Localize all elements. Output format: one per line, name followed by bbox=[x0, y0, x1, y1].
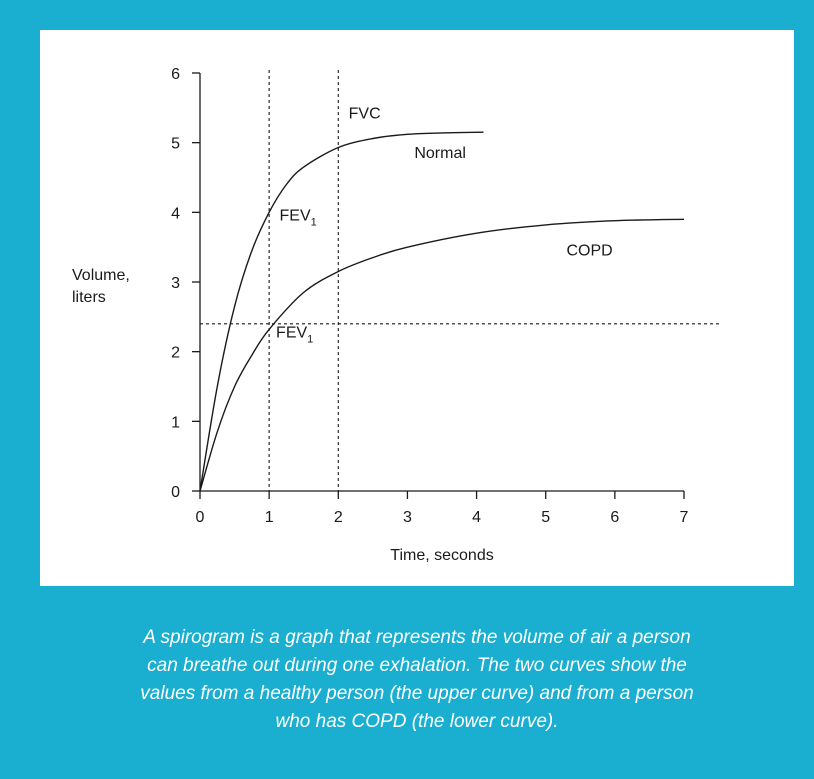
y-tick-label: 0 bbox=[171, 484, 180, 501]
y-tick-label: 2 bbox=[171, 345, 180, 362]
x-tick-label: 2 bbox=[334, 509, 343, 526]
x-tick-label: 5 bbox=[541, 509, 550, 526]
caption-line: can breathe out during one exhalation. T… bbox=[147, 655, 687, 676]
x-tick-label: 0 bbox=[196, 509, 205, 526]
chart-panel: 0 1 2 3 4 5 6 0 1 2 3 4 5 6 7 Time, seconds Volume, liter… bbox=[40, 30, 794, 586]
caption-line: A spirogram is a graph that represents t… bbox=[143, 627, 691, 648]
x-tick-label: 1 bbox=[265, 509, 274, 526]
annotation-copd: COPD bbox=[566, 243, 612, 260]
figure-caption: A spirogram is a graph that represents t… bbox=[40, 624, 794, 736]
x-tick-label: 7 bbox=[680, 509, 689, 526]
annotation-fev1: FEV1 bbox=[280, 208, 317, 229]
series-line-normal bbox=[199, 131, 484, 492]
x-tick-label: 6 bbox=[610, 509, 619, 526]
series-line-copd bbox=[199, 218, 685, 492]
y-tick-label: 3 bbox=[171, 275, 180, 292]
y-tick-label: 4 bbox=[171, 205, 180, 222]
y-tick-label: 5 bbox=[171, 136, 180, 153]
annotation-fvc: FVC bbox=[349, 105, 381, 122]
caption-line: who has COPD (the lower curve). bbox=[275, 711, 559, 732]
x-axis-label: Time, seconds bbox=[390, 547, 493, 564]
x-tick-label: 3 bbox=[403, 509, 412, 526]
y-tick-label: 6 bbox=[171, 66, 180, 83]
x-tick-label: 4 bbox=[472, 509, 481, 526]
y-tick-label: 1 bbox=[171, 414, 180, 431]
y-axis-label: Volume, bbox=[72, 267, 130, 284]
y-axis-label: liters bbox=[72, 289, 106, 306]
spirogram-chart: 0 1 2 3 4 5 6 0 1 2 3 4 5 6 7 Time, seconds Volume, liter… bbox=[72, 66, 722, 564]
caption-line: values from a healthy person (the upper … bbox=[140, 683, 694, 704]
annotation-fev1: FEV1 bbox=[276, 325, 313, 346]
annotation-normal: Normal bbox=[414, 145, 466, 162]
